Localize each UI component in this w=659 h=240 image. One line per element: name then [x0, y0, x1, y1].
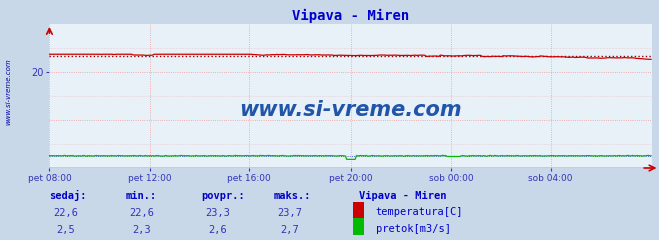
- Text: 23,7: 23,7: [277, 208, 302, 218]
- Text: 22,6: 22,6: [129, 208, 154, 218]
- Text: 2,5: 2,5: [57, 225, 75, 235]
- Text: 22,6: 22,6: [53, 208, 78, 218]
- Text: Vipava - Miren: Vipava - Miren: [359, 191, 447, 201]
- Text: 2,7: 2,7: [281, 225, 299, 235]
- Text: www.si-vreme.com: www.si-vreme.com: [240, 100, 462, 120]
- Text: maks.:: maks.:: [273, 191, 311, 201]
- Text: sedaj:: sedaj:: [49, 190, 87, 201]
- Text: temperatura[C]: temperatura[C]: [376, 207, 463, 217]
- Title: Vipava - Miren: Vipava - Miren: [293, 9, 409, 23]
- Text: min.:: min.:: [125, 191, 156, 201]
- Text: povpr.:: povpr.:: [201, 191, 244, 201]
- Text: 2,6: 2,6: [208, 225, 227, 235]
- Text: 23,3: 23,3: [205, 208, 230, 218]
- Text: 2,3: 2,3: [132, 225, 151, 235]
- Text: pretok[m3/s]: pretok[m3/s]: [376, 224, 451, 234]
- Text: www.si-vreme.com: www.si-vreme.com: [5, 58, 11, 125]
